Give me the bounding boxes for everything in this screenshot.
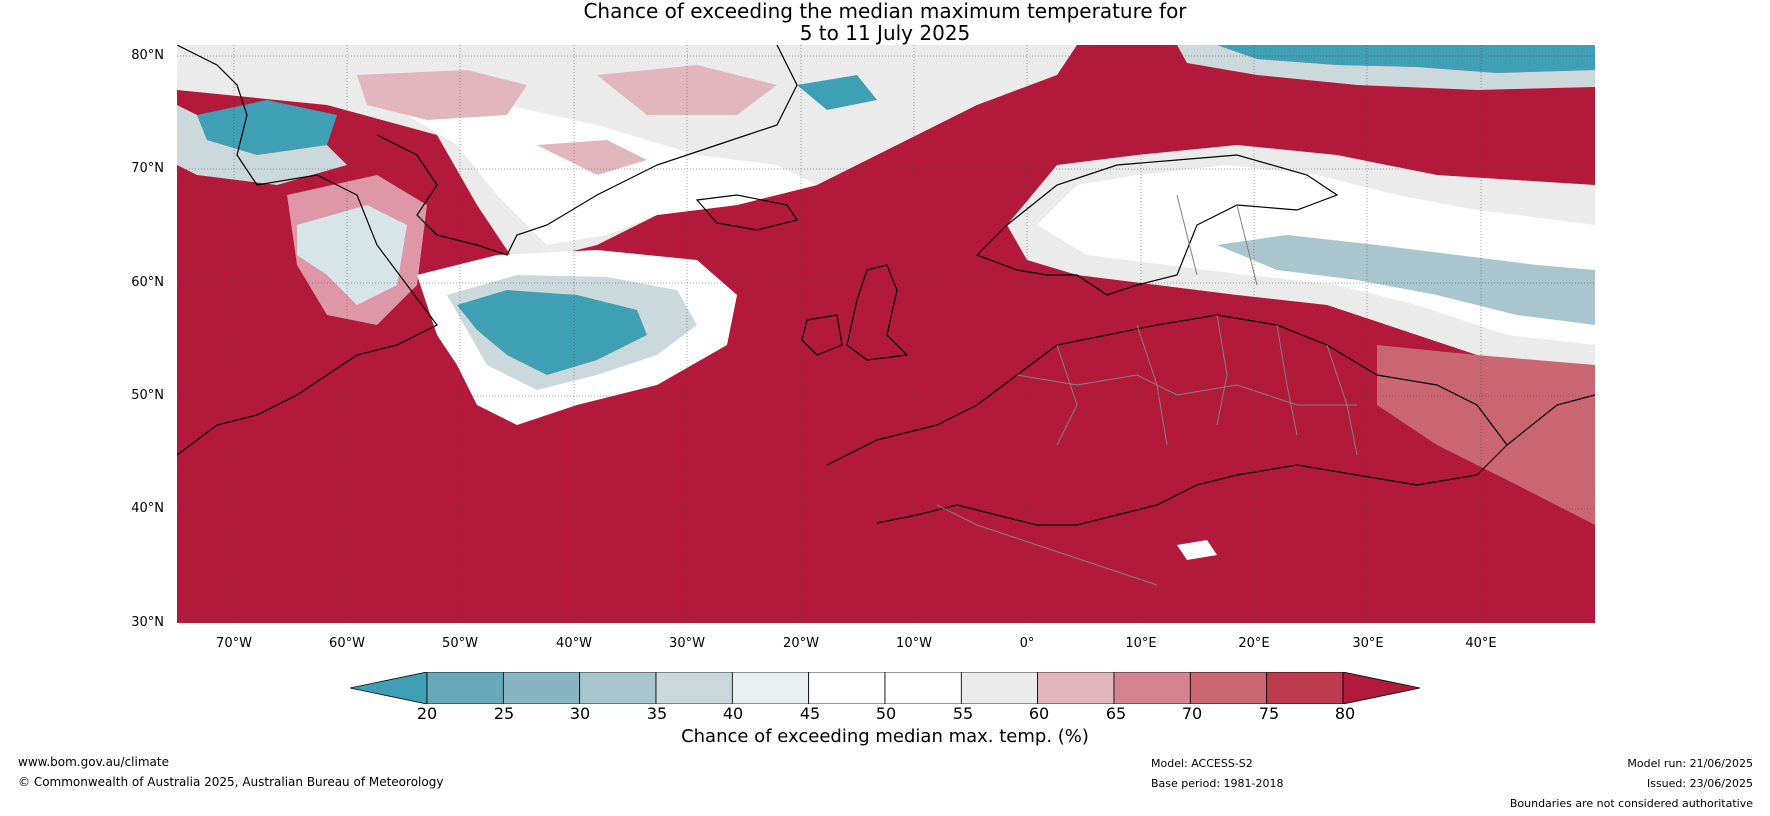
country-borders bbox=[936, 194, 1358, 586]
lon-label-20e: 20°E bbox=[1238, 636, 1270, 651]
colorbar-bin-50-55 bbox=[884, 672, 962, 704]
chart-title-line1: Chance of exceeding the median maximum t… bbox=[583, 0, 1187, 23]
colorbar-bin-30-35 bbox=[579, 672, 657, 704]
model-name: Model: ACCESS-S2 bbox=[1151, 757, 1253, 770]
lon-label-30e: 30°E bbox=[1352, 636, 1384, 651]
colorbar-tick-75: 75 bbox=[1258, 704, 1280, 723]
lat-label-50n: 50°N bbox=[131, 388, 164, 403]
colorbar-extend-high bbox=[1342, 672, 1420, 704]
website-link[interactable]: www.bom.gov.au/climate bbox=[18, 755, 169, 769]
colorbar-bin-25-30 bbox=[502, 672, 581, 704]
colorbar-label: Chance of exceeding median max. temp. (%… bbox=[681, 726, 1089, 747]
colorbar-tick-70: 70 bbox=[1181, 704, 1203, 723]
lat-label-30n: 30°N bbox=[131, 615, 164, 630]
colorbar-bin-55-60 bbox=[960, 672, 1039, 704]
greenland-white-region bbox=[407, 105, 817, 245]
lon-label-50w: 50°W bbox=[442, 636, 478, 651]
map-plot bbox=[177, 45, 1595, 623]
colorbar-tick-80: 80 bbox=[1334, 704, 1356, 723]
colorbar-tick-20: 20 bbox=[416, 704, 438, 723]
colorbar-bin-40-45 bbox=[731, 672, 810, 704]
lon-label-0: 0° bbox=[1019, 636, 1035, 651]
mediterranean-white-patch bbox=[1177, 540, 1217, 560]
base-period: Base period: 1981-2018 bbox=[1151, 777, 1284, 790]
colorbar-tick-65: 65 bbox=[1105, 704, 1127, 723]
colorbar-bin-65-70 bbox=[1113, 672, 1191, 704]
copyright-notice: © Commonwealth of Australia 2025, Austra… bbox=[18, 775, 444, 789]
colorbar-tick-45: 45 bbox=[799, 704, 821, 723]
colorbar-tick-55: 55 bbox=[952, 704, 974, 723]
lon-label-10e: 10°E bbox=[1125, 636, 1157, 651]
chart-title-line2: 5 to 11 July 2025 bbox=[799, 21, 971, 45]
boundaries-disclaimer: Boundaries are not considered authoritat… bbox=[1509, 797, 1753, 810]
lon-label-60w: 60°W bbox=[329, 636, 365, 651]
colorbar-bin-75-80 bbox=[1266, 672, 1344, 704]
colorbar bbox=[350, 672, 1420, 704]
north-cold-patch-b bbox=[797, 75, 877, 110]
north-pink-patches bbox=[357, 65, 777, 175]
colorbar-bin-70-75 bbox=[1189, 672, 1268, 704]
issued-date: Issued: 23/06/2025 bbox=[1646, 777, 1753, 790]
colorbar-tick-30: 30 bbox=[569, 704, 591, 723]
colorbar-tick-60: 60 bbox=[1028, 704, 1050, 723]
colorbar-bin-20-25 bbox=[426, 672, 504, 704]
colorbar-tick-40: 40 bbox=[722, 704, 744, 723]
colorbar-bin-45-50 bbox=[808, 672, 886, 704]
north-cold-patch-a bbox=[197, 100, 337, 155]
russia-pale-region bbox=[1217, 235, 1595, 325]
lat-label-80n: 80°N bbox=[131, 48, 164, 63]
lat-label-40n: 40°N bbox=[131, 501, 164, 516]
gridlines bbox=[177, 45, 1595, 623]
lon-label-10w: 10°W bbox=[896, 636, 932, 651]
lat-label-70n: 70°N bbox=[131, 161, 164, 176]
colorbar-bin-35-40 bbox=[655, 672, 733, 704]
arctic-pale-region bbox=[1177, 45, 1595, 90]
colorbar-tick-35: 35 bbox=[646, 704, 668, 723]
coastlines bbox=[177, 45, 1595, 526]
lon-label-20w: 20°W bbox=[783, 636, 819, 651]
lon-label-70w: 70°W bbox=[216, 636, 252, 651]
colorbar-tick-50: 50 bbox=[875, 704, 897, 723]
lon-label-40e: 40°E bbox=[1465, 636, 1497, 651]
colorbar-bin-60-65 bbox=[1037, 672, 1115, 704]
model-run-date: Model run: 21/06/2025 bbox=[1627, 757, 1753, 770]
labrador-white-region bbox=[287, 175, 427, 325]
lon-label-40w: 40°W bbox=[556, 636, 592, 651]
north-pale-patch bbox=[177, 105, 347, 185]
arctic-cold-region bbox=[1217, 45, 1595, 73]
lat-label-60n: 60°N bbox=[131, 275, 164, 290]
lon-label-30w: 30°W bbox=[669, 636, 705, 651]
eastern-europe-warm-region bbox=[1377, 345, 1595, 525]
colorbar-tick-25: 25 bbox=[493, 704, 515, 723]
colorbar-extend-low bbox=[350, 672, 428, 704]
atlantic-cold-region bbox=[457, 290, 647, 375]
